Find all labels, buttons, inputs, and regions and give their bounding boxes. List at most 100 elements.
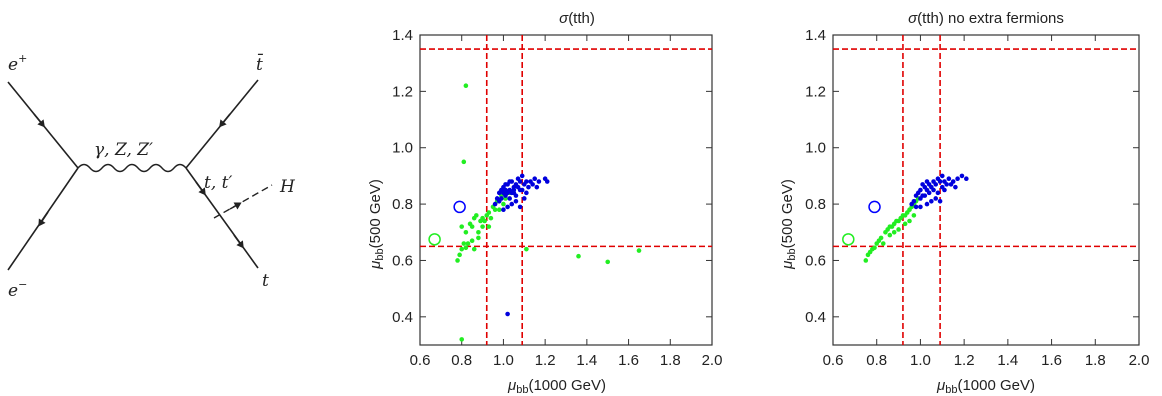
data-point [918, 187, 923, 193]
data-point [937, 198, 943, 204]
data-point [536, 179, 542, 184]
x-tick-label: 0.6 [410, 352, 431, 369]
data-point [955, 176, 960, 182]
data-point [486, 210, 492, 215]
y-tick-label: 1.0 [392, 140, 413, 157]
data-point [863, 258, 869, 263]
e-minus-label: e− [8, 278, 27, 301]
data-point [496, 207, 502, 213]
data-point [503, 182, 508, 187]
data-point [918, 204, 923, 210]
y-tick-label: 1.2 [392, 83, 413, 100]
higgs-arrow [229, 202, 242, 210]
x-tick-label: 1.8 [1085, 352, 1106, 369]
reference-point-marker [428, 233, 441, 246]
data-point [507, 196, 512, 201]
data-point [471, 246, 477, 252]
top-arrow-1 [195, 181, 206, 196]
x-tick-label: 0.8 [866, 352, 887, 369]
data-point [924, 201, 930, 207]
data-point [880, 241, 886, 246]
y-tick-label: 0.6 [805, 252, 826, 269]
chart-title: σ(tth) [559, 10, 595, 27]
data-point [463, 83, 469, 89]
data-point [534, 184, 540, 190]
top-bar-label: t̄ [256, 52, 263, 75]
data-point [926, 190, 932, 196]
reference-point-marker [842, 233, 855, 246]
data-point [501, 201, 506, 207]
boson-propagator [77, 163, 187, 173]
data-point [461, 241, 467, 246]
chart-sigma-tth: σ(tth) μbb(1000 GeV) μbb(500 GeV) 0.6 0.8… [367, 10, 722, 396]
data-point [944, 182, 949, 187]
data-point [922, 193, 928, 198]
data-point [920, 182, 925, 187]
y-tick-label: 0.6 [392, 252, 413, 269]
data-point [461, 159, 467, 165]
e-plus-label: e+ [8, 52, 27, 75]
data-point [474, 213, 479, 218]
data-point [913, 204, 919, 210]
higgs-label: H [279, 177, 296, 197]
x-tick-label: 1.8 [660, 352, 681, 369]
x-tick-label: 1.6 [1041, 352, 1062, 369]
top-arrow-2 [233, 234, 244, 249]
data-point [946, 176, 952, 182]
data-point [636, 248, 642, 253]
data-point [959, 173, 965, 179]
data-point [509, 201, 515, 207]
data-point [929, 198, 934, 204]
data-point [937, 179, 943, 184]
data-point [524, 246, 529, 252]
x-tick-label: 0.6 [823, 352, 844, 369]
data-point [887, 232, 893, 238]
data-point [524, 179, 529, 184]
data-point [492, 201, 498, 207]
data-point [891, 229, 897, 235]
y-axis-label: μbb(500 GeV) [779, 179, 798, 270]
x-tick-label: 2.0 [1129, 352, 1150, 369]
data-point [953, 184, 958, 190]
x-tick-label: 1.0 [493, 352, 514, 369]
reference-point-marker [868, 200, 881, 214]
data-point [511, 190, 517, 196]
data-point [544, 179, 550, 184]
y-tick-label: 1.4 [805, 27, 826, 44]
chart-sigma-tth-no-extra-fermions: σ(tth) no extra fermions μbb(1000 GeV) μ… [779, 10, 1149, 396]
data-point [948, 182, 954, 187]
x-tick-label: 0.8 [451, 352, 472, 369]
chart-title: σ(tth) no extra fermions [908, 10, 1064, 27]
data-point [902, 221, 908, 227]
data-point [532, 176, 538, 182]
data-point [501, 207, 506, 213]
data-point [605, 259, 611, 265]
data-point [488, 215, 494, 221]
data-point [524, 190, 529, 196]
data-point [517, 204, 523, 210]
y-tick-label: 0.8 [805, 196, 826, 213]
y-tick-label: 1.0 [805, 140, 826, 157]
y-tick-label: 1.4 [392, 27, 413, 44]
x-axis-label: μbb(1000 GeV) [507, 377, 606, 396]
x-tick-label: 1.4 [997, 352, 1018, 369]
data-point [918, 196, 923, 201]
data-point [505, 311, 510, 317]
data-point [455, 258, 460, 263]
data-point [911, 213, 917, 218]
data-point [482, 218, 487, 224]
data-point [896, 227, 901, 232]
data-point [480, 224, 485, 229]
data-point [476, 235, 481, 241]
data-point [933, 182, 939, 187]
data-point [476, 229, 481, 235]
data-point [931, 187, 936, 193]
x-tick-label: 1.0 [910, 352, 931, 369]
data-point [457, 252, 462, 258]
data-point [505, 190, 510, 196]
feynman-diagram: e+ e− γ, Z, Z′ t̄ t t, t′ H [7, 52, 296, 301]
data-point [530, 182, 535, 187]
higgs-line [213, 184, 273, 219]
data-point [933, 196, 939, 201]
